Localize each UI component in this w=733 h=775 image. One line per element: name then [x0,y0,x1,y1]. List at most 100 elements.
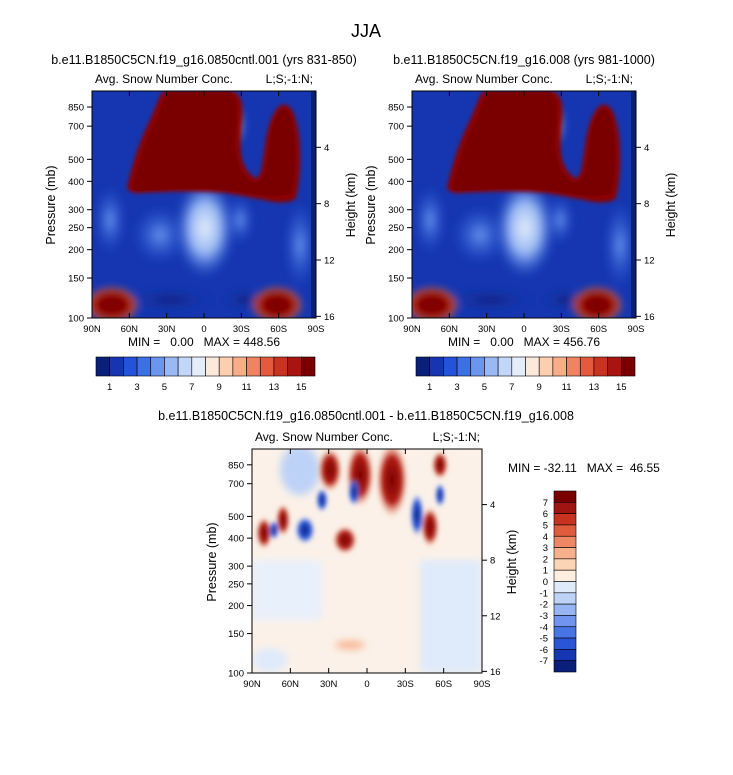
x-tick-label: 0 [521,324,526,335]
colorbar-swatch [246,356,261,377]
colorbar-swatch [553,524,577,537]
colorbar-label: 1 [543,566,548,577]
colorbar-label: 15 [616,382,627,393]
axis-ticks: 90N 60N 30N 0 30S 60S 90S 100 150 200 250 300 400 500… [228,449,501,690]
colorbar-swatch [553,581,577,594]
colorbar-swatch [218,356,234,377]
stats-label: MIN = 0.00 MAX = 448.56 [128,335,280,349]
colorbar-label: 7 [189,382,194,393]
y-tick-label: 850 [388,103,404,114]
colorbar-swatch [259,356,275,377]
units-label: L;S;-1:N; [266,72,313,86]
heatmap-field [252,449,482,673]
variable-label: Avg. Snow Number Conc. [415,72,553,86]
y-tick-label: 100 [228,669,244,680]
y2-tick-label: 8 [644,199,649,210]
y2-axis-label: Height (km) [664,173,678,238]
colorbar-label: -1 [540,588,548,599]
colorbar-label: -7 [540,656,548,667]
y2-tick-label: 8 [490,556,495,567]
y-tick-label: 500 [388,155,404,166]
colorbar-swatch [553,626,577,639]
colorbar-swatch [497,356,513,377]
colorbar-swatch [415,356,430,377]
colorbar-swatch [553,615,577,628]
units-label: L;S;-1:N; [433,430,480,444]
colorbar-swatch [123,356,138,377]
y-tick-label: 250 [68,223,84,234]
colorbar-swatch [553,558,577,571]
units-label: L;S;-1:N; [586,72,633,86]
panel-title: b.e11.B1850C5CN.f19_g16.0850cntl.001 - b… [158,409,574,423]
colorbar-swatch [607,356,622,377]
x-tick-label: 60N [441,324,459,335]
colorbar-label: -3 [540,611,548,622]
y-tick-label: 300 [68,205,84,216]
x-tick-label: 0 [201,324,206,335]
colorbar-swatch [553,513,577,526]
colorbar-swatch [553,637,577,650]
colorbar-swatch [429,356,444,377]
colorbar-swatch [553,547,577,560]
colorbar: 1 3 5 7 9 11 13 15 [95,356,316,393]
y2-tick-label: 16 [324,312,335,323]
y-tick-label: 150 [388,274,404,285]
colorbar-label: -5 [540,634,548,645]
x-tick-label: 0 [364,679,369,690]
colorbar-swatch [484,356,499,377]
colorbar-swatch [164,356,179,377]
colorbar-label: 13 [269,382,280,393]
colorbar-swatch [136,356,152,377]
colorbar-swatch [273,356,288,377]
colorbar-label: -6 [540,645,548,656]
colorbar-swatch [470,356,485,377]
colorbar-swatch [177,356,193,377]
x-tick-label: 30S [233,324,250,335]
colorbar-label: 3 [543,543,548,554]
colorbar-swatch [553,592,577,605]
x-tick-label: 90N [403,324,421,335]
y-tick-label: 400 [388,177,404,188]
y-tick-label: 500 [228,512,244,523]
figure-title: JJA [351,21,381,41]
y-axis-label: Pressure (mb) [364,165,378,244]
heatmap-field [412,91,636,318]
y-tick-label: 850 [68,103,84,114]
colorbar-label: 5 [543,520,548,531]
x-tick-label: 30N [158,324,176,335]
variable-label: Avg. Snow Number Conc. [95,72,233,86]
colorbar-swatch [525,356,540,377]
y-tick-label: 200 [68,245,84,256]
stats-label: MIN = -32.11 MAX = 46.55 [508,461,660,475]
colorbar-swatch [287,356,302,377]
x-tick-label: 60N [282,679,300,690]
y-tick-label: 100 [68,314,84,325]
colorbar-swatch [553,649,577,661]
colorbar-label: 1 [107,382,112,393]
y-tick-label: 200 [228,601,244,612]
colorbar-swatch [579,356,595,377]
x-tick-label: 90S [308,324,325,335]
colorbar-swatch [552,356,567,377]
panel-title: b.e11.B1850C5CN.f19_g16.008 (yrs 981-100… [393,53,655,67]
colorbar-label: 7 [543,498,548,509]
colorbar-swatch [191,356,206,377]
colorbar: 1 3 5 7 9 11 13 15 [415,356,636,393]
x-tick-label: 30S [397,679,414,690]
y-tick-label: 700 [388,122,404,133]
x-tick-label: 60S [435,679,452,690]
x-tick-label: 90N [243,679,261,690]
y-tick-label: 400 [228,534,244,545]
colorbar-swatch [150,356,165,377]
y-tick-label: 200 [388,245,404,256]
y-tick-label: 300 [228,562,244,573]
colorbar-swatch [566,356,581,377]
colorbar-label: 2 [543,554,548,565]
colorbar-swatch [593,356,608,377]
y-tick-label: 150 [228,629,244,640]
colorbar-swatch [511,356,526,377]
colorbar-label: 11 [562,382,572,393]
colorbar-swatch [109,356,124,377]
colorbar-label: 3 [454,382,459,393]
colorbar-swatch [443,356,458,377]
